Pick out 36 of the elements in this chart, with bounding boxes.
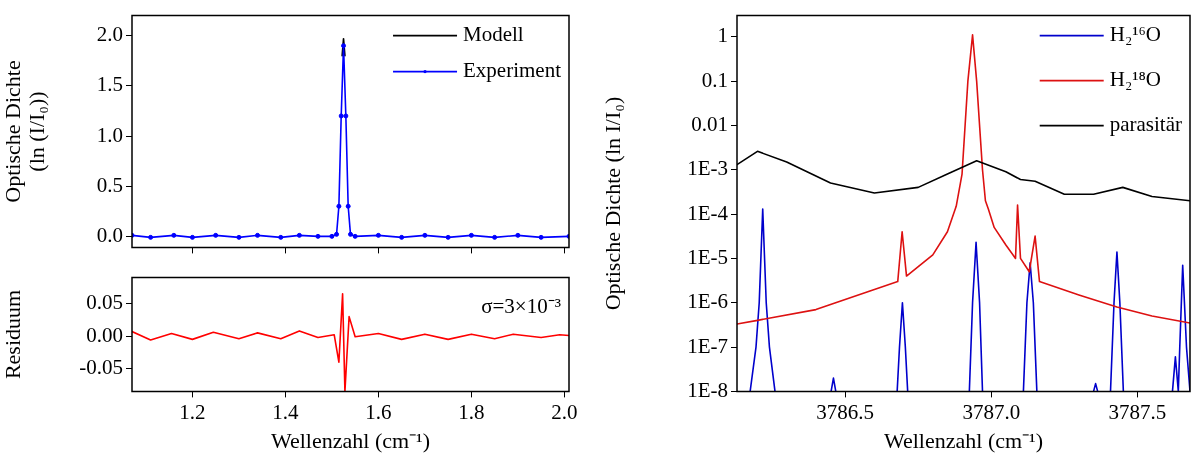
legend-label: H₂¹⁸O bbox=[1109, 67, 1161, 92]
y-tick-label: 1E-8 bbox=[687, 377, 728, 402]
annotation: σ=3×10⁻³ bbox=[481, 294, 561, 319]
y-axis-title: Residuum bbox=[0, 289, 25, 380]
y-axis-title: Optische Dichte (ln (I/I₀)) bbox=[0, 60, 50, 203]
y-tick-label: 1.0 bbox=[96, 122, 123, 147]
x-tick-label: 3787.5 bbox=[1108, 399, 1167, 424]
y-tick-label: 1.5 bbox=[96, 72, 123, 97]
legend-label: H₂¹⁶O bbox=[1109, 22, 1161, 47]
y-tick-label: 1E-3 bbox=[687, 156, 728, 181]
y-axis-title: Optische Dichte (ln I/I₀) bbox=[599, 96, 625, 311]
legend-label: Modell bbox=[463, 22, 524, 47]
y-tick-label: 0.5 bbox=[96, 172, 123, 197]
x-tick-label: 1.2 bbox=[179, 399, 206, 424]
x-tick-label: 3787.0 bbox=[962, 399, 1021, 424]
x-axis-title: Wellenzahl (cm⁻¹) bbox=[270, 427, 431, 453]
y-tick-label: 1 bbox=[717, 23, 728, 48]
x-tick-label: 1.6 bbox=[365, 399, 392, 424]
y-tick-label: 0.00 bbox=[86, 322, 123, 347]
x-axis-title: Wellenzahl (cm⁻¹) bbox=[883, 427, 1044, 453]
y-tick-label: -0.05 bbox=[79, 355, 123, 380]
y-tick-label: 1E-7 bbox=[687, 333, 728, 358]
x-tick-label: 1.4 bbox=[272, 399, 300, 424]
y-tick-label: 0.05 bbox=[86, 290, 123, 315]
y-tick-label: 0.01 bbox=[691, 111, 728, 136]
x-tick-label: 2.0 bbox=[551, 399, 578, 424]
y-tick-label: 2.0 bbox=[96, 22, 123, 47]
y-tick-label: 0.0 bbox=[96, 222, 123, 247]
legend-label: Experiment bbox=[463, 58, 562, 83]
x-tick-label: 1.8 bbox=[458, 399, 485, 424]
y-tick-label: 1E-6 bbox=[687, 289, 728, 314]
legend-label: parasitär bbox=[1109, 112, 1183, 137]
x-tick-label: 3786.5 bbox=[816, 399, 875, 424]
y-tick-label: 0.1 bbox=[701, 67, 728, 92]
y-tick-label: 1E-4 bbox=[687, 200, 729, 225]
y-tick-label: 1E-5 bbox=[687, 244, 728, 269]
